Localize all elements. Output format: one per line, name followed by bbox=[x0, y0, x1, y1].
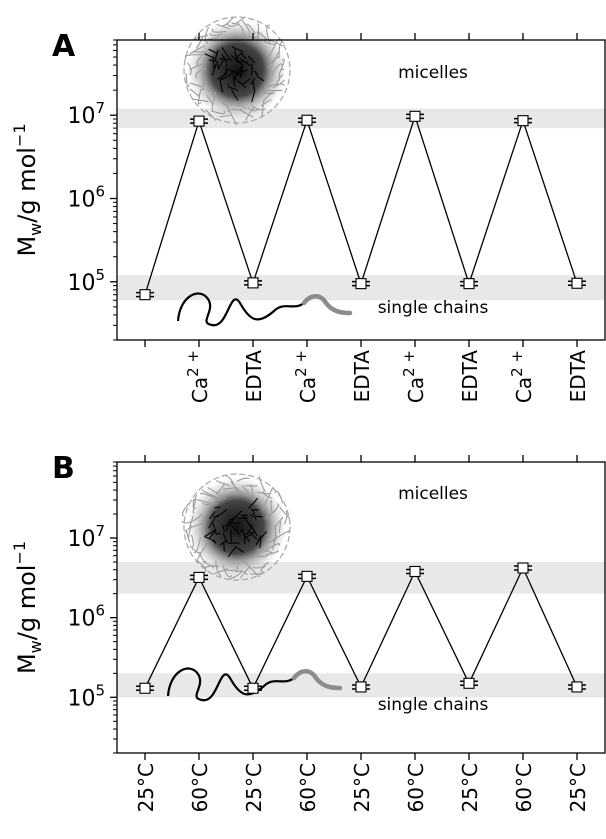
data-point bbox=[301, 570, 313, 582]
data-point bbox=[193, 571, 205, 583]
x-tick-label: Ca2 + bbox=[400, 350, 428, 403]
x-tick-label: EDTA bbox=[458, 350, 482, 403]
y-tick-label: 107 bbox=[67, 99, 105, 129]
data-point bbox=[571, 277, 583, 289]
series-line bbox=[144, 114, 578, 295]
data-point bbox=[355, 681, 367, 693]
data-point bbox=[247, 277, 259, 289]
micelle-illustration bbox=[181, 473, 291, 581]
data-point bbox=[193, 115, 205, 127]
panel-letter: A bbox=[52, 29, 76, 64]
y-axis-label: Mw/g mol−1 bbox=[10, 123, 45, 256]
x-tick-label: Ca2 + bbox=[184, 350, 212, 403]
x-tick-label: 25°C bbox=[350, 763, 374, 812]
data-point bbox=[355, 278, 367, 290]
data-point bbox=[463, 278, 475, 290]
x-tick-label: 60°C bbox=[512, 763, 536, 812]
y-axis-label: Mw/g mol−1 bbox=[10, 541, 45, 674]
y-tick-label: 105 bbox=[67, 681, 105, 711]
data-point bbox=[463, 677, 475, 689]
x-tick-label: 60°C bbox=[404, 763, 428, 812]
chart-panel-a: micelles single chains 105 106 107 Mw/g mol−1… bbox=[10, 16, 606, 403]
y-tick-label: 106 bbox=[67, 183, 105, 213]
x-tick-label: Ca2 + bbox=[292, 350, 320, 403]
annotation-single-chains: single chains bbox=[378, 298, 489, 318]
micelle-illustration bbox=[183, 16, 291, 126]
data-point bbox=[517, 562, 529, 574]
data-point bbox=[409, 565, 421, 578]
x-tick-label: 60°C bbox=[296, 763, 320, 812]
y-tick-label: 107 bbox=[67, 522, 105, 552]
chart-panel-b: micelles single chains 105 106 107 Mw/g mol−1… bbox=[10, 451, 606, 812]
x-tick-label: 60°C bbox=[188, 763, 212, 812]
x-tick-label: 25°C bbox=[566, 763, 590, 812]
single-chain-illustration bbox=[176, 292, 353, 327]
x-tick-label: EDTA bbox=[242, 350, 266, 403]
data-point bbox=[409, 110, 421, 122]
data-point bbox=[139, 289, 151, 301]
x-tick-label: EDTA bbox=[566, 350, 590, 403]
data-point bbox=[571, 681, 583, 693]
plot-frame bbox=[116, 461, 606, 754]
annotation-micelles: micelles bbox=[398, 63, 468, 83]
x-tick-label: 25°C bbox=[134, 763, 158, 812]
x-tick-label: 25°C bbox=[242, 763, 266, 812]
data-point bbox=[247, 682, 259, 694]
panel-letter: B bbox=[52, 451, 75, 486]
data-point bbox=[517, 115, 529, 127]
annotation-micelles: micelles bbox=[398, 484, 468, 504]
x-tick-label: Ca2 + bbox=[508, 350, 536, 403]
y-tick-label: 105 bbox=[67, 266, 105, 296]
data-point bbox=[301, 114, 313, 126]
data-point bbox=[139, 682, 151, 694]
x-tick-label: EDTA bbox=[350, 350, 374, 403]
y-tick-label: 106 bbox=[67, 602, 105, 632]
x-tick-label: 25°C bbox=[458, 763, 482, 812]
annotation-single-chains: single chains bbox=[378, 695, 489, 715]
single-chain-illustration bbox=[166, 667, 343, 702]
